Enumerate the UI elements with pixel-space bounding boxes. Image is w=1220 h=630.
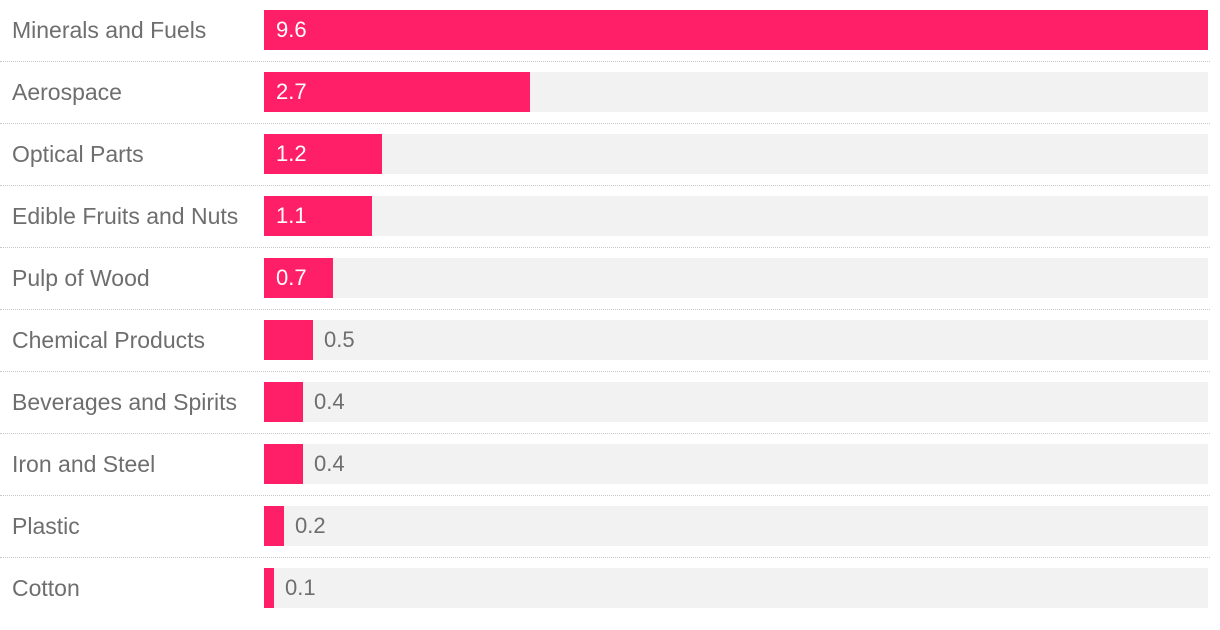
value-label: 0.1 bbox=[285, 575, 316, 600]
category-label: Minerals and Fuels bbox=[12, 17, 207, 43]
row-divider bbox=[0, 433, 1210, 434]
value-label: 9.6 bbox=[276, 17, 307, 42]
bar-row: Edible Fruits and Nuts 1.1 bbox=[0, 196, 1210, 258]
bar-track: 0.5 bbox=[264, 320, 1208, 360]
category-label: Edible Fruits and Nuts bbox=[12, 203, 239, 229]
bar-track: 0.4 bbox=[264, 444, 1208, 484]
value-label: 0.5 bbox=[324, 327, 355, 352]
row-divider bbox=[0, 371, 1210, 372]
bar bbox=[264, 444, 303, 484]
category-label: Iron and Steel bbox=[12, 451, 156, 477]
bar bbox=[264, 258, 333, 298]
bar-row: Beverages and Spirits 0.4 bbox=[0, 382, 1210, 444]
bar-row: Pulp of Wood 0.7 bbox=[0, 258, 1210, 320]
value-label: 1.1 bbox=[276, 203, 307, 228]
bar-row: Plastic 0.2 bbox=[0, 506, 1210, 568]
bar bbox=[264, 72, 530, 112]
category-label: Beverages and Spirits bbox=[12, 389, 238, 415]
bar-track: 0.4 bbox=[264, 382, 1208, 422]
value-label: 1.2 bbox=[276, 141, 307, 166]
value-label: 0.2 bbox=[295, 513, 326, 538]
bar-row: Cotton 0.1 bbox=[0, 568, 1210, 630]
row-divider bbox=[0, 247, 1210, 248]
bar-track: 0.2 bbox=[264, 506, 1208, 546]
bar-track: 1.1 bbox=[264, 196, 1208, 236]
category-label: Plastic bbox=[12, 513, 80, 539]
value-label: 0.4 bbox=[314, 389, 345, 414]
value-label: 0.4 bbox=[314, 451, 345, 476]
bar-track: 2.7 bbox=[264, 72, 1208, 112]
row-divider bbox=[0, 309, 1210, 310]
value-label: 2.7 bbox=[276, 79, 307, 104]
bar-row: Minerals and Fuels 9.6 bbox=[0, 10, 1210, 72]
bar-track: 1.2 bbox=[264, 134, 1208, 174]
bar bbox=[264, 134, 382, 174]
category-label: Cotton bbox=[12, 575, 80, 601]
category-label: Optical Parts bbox=[12, 141, 144, 167]
bar-row: Iron and Steel 0.4 bbox=[0, 444, 1210, 506]
category-label: Pulp of Wood bbox=[12, 265, 150, 291]
bar-row: Chemical Products 0.5 bbox=[0, 320, 1210, 382]
bar-row: Optical Parts 1.2 bbox=[0, 134, 1210, 196]
row-divider bbox=[0, 185, 1210, 186]
bar-track: 0.1 bbox=[264, 568, 1208, 608]
bar bbox=[264, 568, 274, 608]
row-divider bbox=[0, 61, 1210, 62]
bar bbox=[264, 506, 284, 546]
bar bbox=[264, 382, 303, 422]
bar bbox=[264, 320, 313, 360]
row-divider bbox=[0, 123, 1210, 124]
category-label: Chemical Products bbox=[12, 327, 206, 353]
bar-row: Aerospace 2.7 bbox=[0, 72, 1210, 134]
row-divider bbox=[0, 557, 1210, 558]
category-label: Aerospace bbox=[12, 79, 122, 105]
row-divider bbox=[0, 495, 1210, 496]
bar-track: 9.6 bbox=[264, 10, 1208, 50]
bar bbox=[264, 196, 372, 236]
bar bbox=[264, 10, 1208, 50]
value-label: 0.7 bbox=[276, 265, 307, 290]
bar-track: 0.7 bbox=[264, 258, 1208, 298]
